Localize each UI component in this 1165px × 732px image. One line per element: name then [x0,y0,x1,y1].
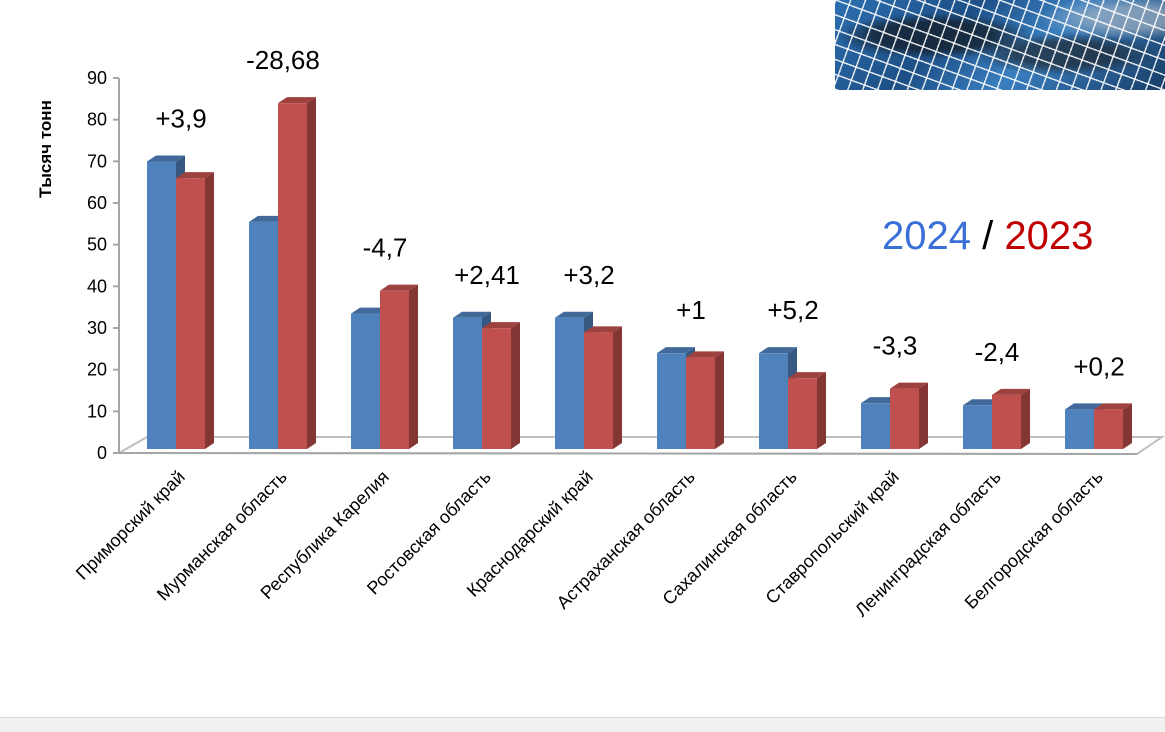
y-tick-label: 80 [87,110,107,130]
bars-layer [147,97,1132,450]
y-axis-title: Тысяч тонн [36,100,55,198]
y-tick-label: 10 [87,401,107,421]
legend-year-2024: 2024 [882,214,971,258]
legend-year-2023: 2023 [1004,214,1094,258]
change-annotation: +5,2 [767,295,818,325]
y-tick-label: 30 [87,318,107,338]
bar-2023 [380,284,418,449]
y-tick-label: 50 [87,235,107,255]
bar-2023 [992,388,1030,449]
y-tick-label: 60 [87,193,107,213]
bar-2023 [1094,403,1132,449]
bottom-bar [0,717,1165,732]
fishing-net-photo [835,0,1165,90]
legend-separator: / [970,214,1005,258]
bar-2023 [584,326,622,449]
bar-2023 [176,172,214,449]
bar-2023 [482,322,520,449]
x-category-label: Приморский край [72,467,189,584]
change-annotation: +2,41 [454,260,520,290]
bar-2023 [686,351,724,449]
x-axis-line [118,452,1138,455]
change-annotation: -3,3 [873,331,918,361]
change-annotation: +1 [676,295,706,325]
change-annotation: +3,9 [155,104,206,134]
y-tick-label: 20 [87,360,107,380]
change-annotation: +3,2 [563,260,614,290]
y-tick-label: 90 [87,68,107,88]
year-legend: 2024 / 2023 [882,214,1093,259]
bar-2023 [278,97,316,450]
bar-2023 [788,372,826,449]
change-annotation: -2,4 [975,337,1020,367]
change-annotation: -28,68 [246,45,320,75]
y-tick-label: 40 [87,276,107,296]
bar-2023 [890,382,928,449]
y-tick-label: 70 [87,151,107,171]
y-tick-label: 0 [97,443,107,463]
change-annotation: +0,2 [1073,351,1124,381]
change-annotation: -4,7 [363,233,408,263]
